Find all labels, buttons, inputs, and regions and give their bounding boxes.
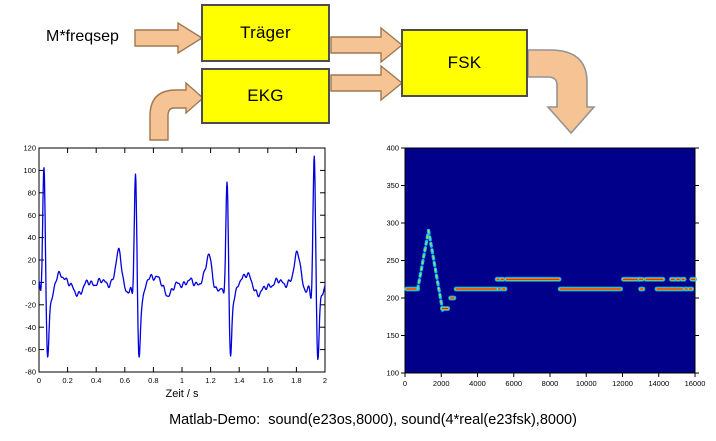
fsk-segment-mid [427,229,444,312]
y-tick-label: 350 [386,181,399,190]
x-tick-label: 8000 [542,379,559,388]
x-axis-label: Zeit / s [165,388,199,400]
x-tick-label: 0.4 [91,376,101,385]
x-tick-label: 0.8 [148,376,158,385]
y-tick-label: 150 [386,331,399,340]
y-tick-label: -60 [25,345,36,354]
y-tick-label: 120 [23,144,36,153]
ekg-block-label: EKG [247,86,284,105]
x-tick-label: 14000 [648,379,669,388]
x-tick-label: 1.4 [234,376,244,385]
x-tick-label: 16000 [685,379,706,388]
y-tick-label: 400 [386,144,399,153]
fsk-block: FSK [401,29,528,97]
x-tick-label: 6000 [505,379,522,388]
matlab-demo-caption: Matlab-Demo: sound(e23os,8000), sound(4*… [169,412,577,428]
x-tick-label: 4000 [469,379,486,388]
ekg-block: EKG [201,68,330,124]
axes-box [38,147,326,373]
x-tick-label: 0 [37,376,41,385]
fsk-output-curved-arrow [527,49,596,135]
x-tick-label: 0 [403,379,407,388]
x-tick-label: 10000 [576,379,597,388]
y-tick-label: 0 [32,278,36,287]
y-tick-label: 250 [386,256,399,265]
x-tick-label: 1 [180,376,184,385]
axes-box [404,147,696,374]
freqsep-input-arrow [134,21,204,55]
x-tick-label: 2000 [433,379,450,388]
y-tick-label: 300 [386,219,399,228]
fsk-segment-glow [416,228,431,291]
y-tick-label: 20 [28,256,36,265]
y-tick-label: 100 [386,369,399,378]
traeger-block-label: Träger [240,23,291,42]
ekg-to-fsk-arrow [330,64,404,102]
ekg-input-curved-arrow [149,81,205,141]
ekg-plot: 0 0.2 0.4 0.6 0.8 1 1.2 1.4 1.6 1.8 2 -80 -60 -40 -20 0… [23,144,327,400]
x-tick-label: 1.2 [205,376,215,385]
y-tick-label: 60 [28,211,36,220]
x-tick-label: 1.8 [291,376,301,385]
traeger-to-fsk-arrow [330,26,404,64]
y-tick-label: 200 [386,294,399,303]
y-tick-label: -20 [25,300,36,309]
x-tick-label: 2 [323,376,327,385]
y-tick-label: 80 [28,188,36,197]
x-tick-label: 0.6 [120,376,130,385]
ekg-trace [38,155,326,361]
x-tick-label: 12000 [612,379,633,388]
y-tick-label: -40 [25,323,36,332]
traeger-block: Träger [201,4,330,62]
y-tick-label: 100 [23,166,36,175]
diagram-arrows [134,21,596,141]
y-tick-label: -80 [25,368,36,377]
fsk-spectrum-plot: 0 2000 4000 6000 8000 10000 12000 14000 16000 100… [386,144,706,388]
input-label: M*freqsep [46,28,119,45]
x-tick-label: 0.2 [62,376,72,385]
fsk-block-label: FSK [447,53,482,72]
x-tick-label: 1.6 [263,376,273,385]
y-tick-label: 40 [28,233,36,242]
